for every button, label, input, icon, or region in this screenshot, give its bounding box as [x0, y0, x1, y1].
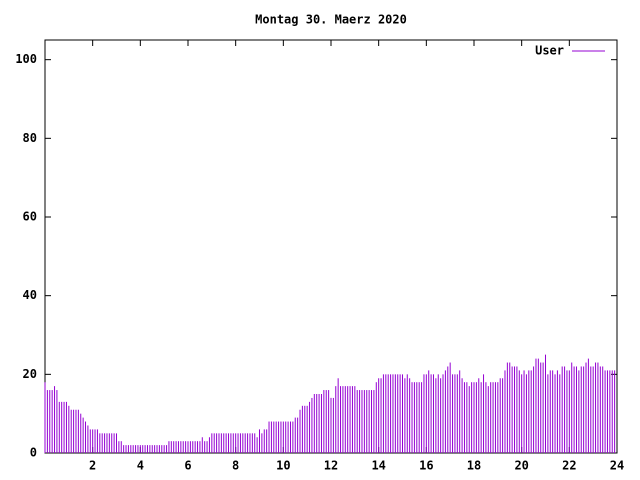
chart-title: Montag 30. Maerz 2020	[255, 13, 407, 27]
x-tick-label: 14	[371, 459, 385, 473]
y-tick-label: 0	[30, 446, 37, 460]
x-tick-label: 16	[419, 459, 433, 473]
y-tick-label: 60	[23, 210, 37, 224]
x-tick-label: 12	[324, 459, 338, 473]
x-tick-label: 22	[562, 459, 576, 473]
x-tick-label: 4	[137, 459, 144, 473]
x-tick-label: 24	[610, 459, 624, 473]
y-tick-label: 20	[23, 367, 37, 381]
y-tick-label: 100	[15, 52, 37, 66]
y-tick-label: 80	[23, 131, 37, 145]
x-tick-label: 10	[276, 459, 290, 473]
x-tick-label: 20	[514, 459, 528, 473]
x-tick-label: 6	[184, 459, 191, 473]
legend-label: User	[535, 44, 564, 58]
x-tick-label: 2	[89, 459, 96, 473]
x-tick-label: 8	[232, 459, 239, 473]
x-tick-label: 18	[467, 459, 481, 473]
y-tick-label: 40	[23, 288, 37, 302]
